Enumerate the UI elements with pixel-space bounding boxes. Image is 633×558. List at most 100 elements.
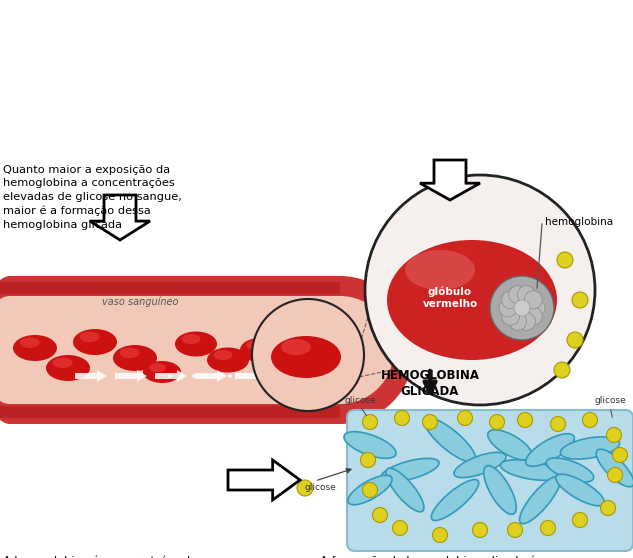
Text: Quanto maior a exposição da
hemoglobina a concentrações
elevadas de glicose no s: Quanto maior a exposição da hemoglobina … <box>3 165 182 230</box>
Ellipse shape <box>596 449 633 487</box>
Bar <box>10 296 340 404</box>
Circle shape <box>252 374 256 378</box>
Circle shape <box>582 412 598 427</box>
Text: glicose: glicose <box>594 396 626 405</box>
Circle shape <box>508 522 522 537</box>
Circle shape <box>554 362 570 378</box>
Circle shape <box>192 374 196 378</box>
FancyBboxPatch shape <box>347 410 633 551</box>
Text: HEMOGLOBINA
GLICADA: HEMOGLOBINA GLICADA <box>380 369 480 398</box>
Circle shape <box>502 307 520 325</box>
Circle shape <box>613 448 627 463</box>
Circle shape <box>240 374 244 378</box>
Polygon shape <box>228 460 300 500</box>
Circle shape <box>567 332 583 348</box>
Text: A hemoglobina é uma proteína dos
glóbulos vermelhos presente
naturalmente nos er: A hemoglobina é uma proteína dos glóbulo… <box>3 555 237 558</box>
Ellipse shape <box>501 460 560 480</box>
Circle shape <box>168 374 172 378</box>
Circle shape <box>372 507 387 522</box>
Circle shape <box>392 521 408 536</box>
Ellipse shape <box>381 458 439 482</box>
Circle shape <box>517 286 536 304</box>
Text: glicose: glicose <box>304 483 336 493</box>
Circle shape <box>180 374 184 378</box>
Ellipse shape <box>175 331 217 357</box>
Circle shape <box>361 453 375 468</box>
Circle shape <box>365 175 595 405</box>
Ellipse shape <box>405 250 475 290</box>
Ellipse shape <box>431 479 479 521</box>
Ellipse shape <box>80 331 99 342</box>
Ellipse shape <box>240 338 280 362</box>
Circle shape <box>228 374 232 378</box>
Ellipse shape <box>13 335 57 361</box>
Circle shape <box>472 522 487 537</box>
Text: vaso sanguíneo: vaso sanguíneo <box>102 297 179 307</box>
Ellipse shape <box>556 474 605 506</box>
Bar <box>0 282 340 294</box>
Circle shape <box>524 291 542 309</box>
Circle shape <box>204 374 208 378</box>
Polygon shape <box>90 195 150 240</box>
Ellipse shape <box>271 336 341 378</box>
Ellipse shape <box>525 434 574 466</box>
Ellipse shape <box>113 345 157 371</box>
Circle shape <box>572 292 588 308</box>
Circle shape <box>266 276 414 424</box>
Ellipse shape <box>271 351 309 373</box>
Ellipse shape <box>386 468 424 512</box>
Circle shape <box>509 312 527 330</box>
Circle shape <box>514 300 530 316</box>
Circle shape <box>517 312 536 330</box>
Circle shape <box>297 480 313 496</box>
Ellipse shape <box>53 358 73 368</box>
Circle shape <box>432 527 448 542</box>
Circle shape <box>551 416 565 431</box>
Circle shape <box>216 374 220 378</box>
Circle shape <box>606 427 622 442</box>
Polygon shape <box>235 370 267 382</box>
Circle shape <box>490 276 554 340</box>
Ellipse shape <box>73 329 117 355</box>
Circle shape <box>541 521 556 536</box>
Ellipse shape <box>143 361 181 383</box>
Ellipse shape <box>20 338 40 348</box>
Ellipse shape <box>46 355 90 381</box>
Ellipse shape <box>344 432 396 458</box>
Circle shape <box>363 415 377 430</box>
Ellipse shape <box>488 430 532 460</box>
Ellipse shape <box>520 477 560 524</box>
Circle shape <box>572 512 587 527</box>
Text: A formação da hemoglobina glicada é
irreversível, e seu nível sanguíneo
depende : A formação da hemoglobina glicada é irre… <box>320 555 539 558</box>
Circle shape <box>509 286 527 304</box>
Bar <box>10 276 340 424</box>
Ellipse shape <box>484 466 517 514</box>
Ellipse shape <box>213 350 232 360</box>
Polygon shape <box>115 370 147 382</box>
Ellipse shape <box>0 276 40 424</box>
Ellipse shape <box>149 363 166 372</box>
Circle shape <box>527 299 545 317</box>
Circle shape <box>489 415 505 430</box>
Circle shape <box>502 291 520 309</box>
Ellipse shape <box>424 418 476 462</box>
Circle shape <box>252 299 364 411</box>
Circle shape <box>557 252 573 268</box>
Ellipse shape <box>182 334 201 344</box>
Ellipse shape <box>281 339 311 355</box>
Text: glóbulo
vermelho: glóbulo vermelho <box>422 287 478 309</box>
Ellipse shape <box>546 458 594 482</box>
Polygon shape <box>420 160 480 200</box>
Ellipse shape <box>560 437 620 459</box>
Circle shape <box>499 299 517 317</box>
Circle shape <box>601 501 615 516</box>
Circle shape <box>363 483 377 498</box>
Circle shape <box>608 468 622 483</box>
Circle shape <box>286 296 394 404</box>
Ellipse shape <box>0 296 40 404</box>
Ellipse shape <box>207 348 249 373</box>
Circle shape <box>458 411 472 426</box>
Text: hemoglobina: hemoglobina <box>545 217 613 227</box>
Polygon shape <box>75 370 107 382</box>
Polygon shape <box>195 370 227 382</box>
